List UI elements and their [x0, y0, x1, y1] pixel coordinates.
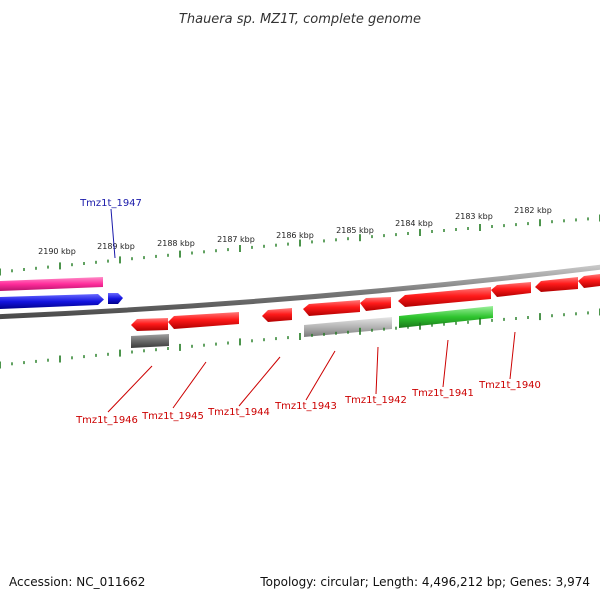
- genome-backbone: [0, 264, 600, 320]
- gene-arrow-1945: [168, 312, 239, 329]
- tick-label-2190: 2190 kbp: [38, 247, 76, 256]
- tick-label-2188: 2188 kbp: [157, 239, 195, 248]
- gene-label-1944[interactable]: Tmz1t_1944: [207, 407, 270, 418]
- gene-arrow-forward-4: [491, 282, 531, 297]
- gene-arrow-forward-5: [535, 277, 578, 292]
- leader-1942: [375, 346, 379, 395]
- gene-label-1947[interactable]: Tmz1t_1947: [79, 198, 142, 209]
- leader-1946: [107, 365, 153, 413]
- label-leaders: [107, 208, 516, 413]
- genome-summary-text: Topology: circular; Length: 4,496,212 bp…: [259, 575, 590, 589]
- tick-labels: 2190 kbp 2189 kbp 2188 kbp 2187 kbp 2186…: [38, 206, 552, 256]
- gene-label-1941[interactable]: Tmz1t_1941: [411, 388, 474, 399]
- gene-arrow-1944: [262, 308, 292, 322]
- leader-1940: [509, 331, 516, 380]
- green-gene-1941: [399, 306, 493, 328]
- gene-label-1945[interactable]: Tmz1t_1945: [141, 411, 204, 422]
- tick-label-2184: 2184 kbp: [395, 219, 433, 228]
- gene-label-1943[interactable]: Tmz1t_1943: [274, 401, 337, 412]
- blue-gene-arrow-1947: [108, 293, 123, 304]
- gene-label-1946[interactable]: Tmz1t_1946: [75, 415, 138, 426]
- inner-tick-ring: [0, 308, 600, 369]
- tick-label-2187: 2187 kbp: [217, 235, 255, 244]
- gene-arrow-forward-1: [303, 300, 360, 316]
- gene-arrow-forward-3: [398, 287, 491, 307]
- tick-label-2182: 2182 kbp: [514, 206, 552, 215]
- dark-gray-gene: [131, 334, 169, 348]
- map-title: Thauera sp. MZ1T, complete genome: [179, 12, 421, 27]
- leader-1945: [172, 361, 207, 409]
- tick-label-2183: 2183 kbp: [455, 212, 493, 221]
- blue-gene-arrow-left: [0, 294, 104, 309]
- gene-labels: Tmz1t_1947 Tmz1t_1946 Tmz1t_1945 Tmz1t_1…: [75, 198, 541, 426]
- gene-arrow-forward-6: [578, 274, 600, 288]
- gene-arrow-forward-2: [360, 297, 391, 311]
- leader-1947: [110, 208, 116, 259]
- leader-1943: [305, 350, 336, 401]
- gene-label-1942[interactable]: Tmz1t_1942: [344, 395, 407, 406]
- leader-1944: [238, 356, 281, 407]
- tick-label-2189: 2189 kbp: [97, 242, 135, 251]
- accession-text: Accession: NC_011662: [9, 575, 145, 589]
- magenta-track-feature: [0, 277, 103, 291]
- gene-label-1940[interactable]: Tmz1t_1940: [478, 380, 541, 391]
- outer-tick-ring: [0, 214, 600, 276]
- tick-label-2186: 2186 kbp: [276, 231, 314, 240]
- tick-label-2185: 2185 kbp: [336, 226, 374, 235]
- gene-arrow-1946: [131, 318, 168, 331]
- leader-1941: [442, 339, 449, 388]
- gray-gene-1943: [304, 317, 392, 337]
